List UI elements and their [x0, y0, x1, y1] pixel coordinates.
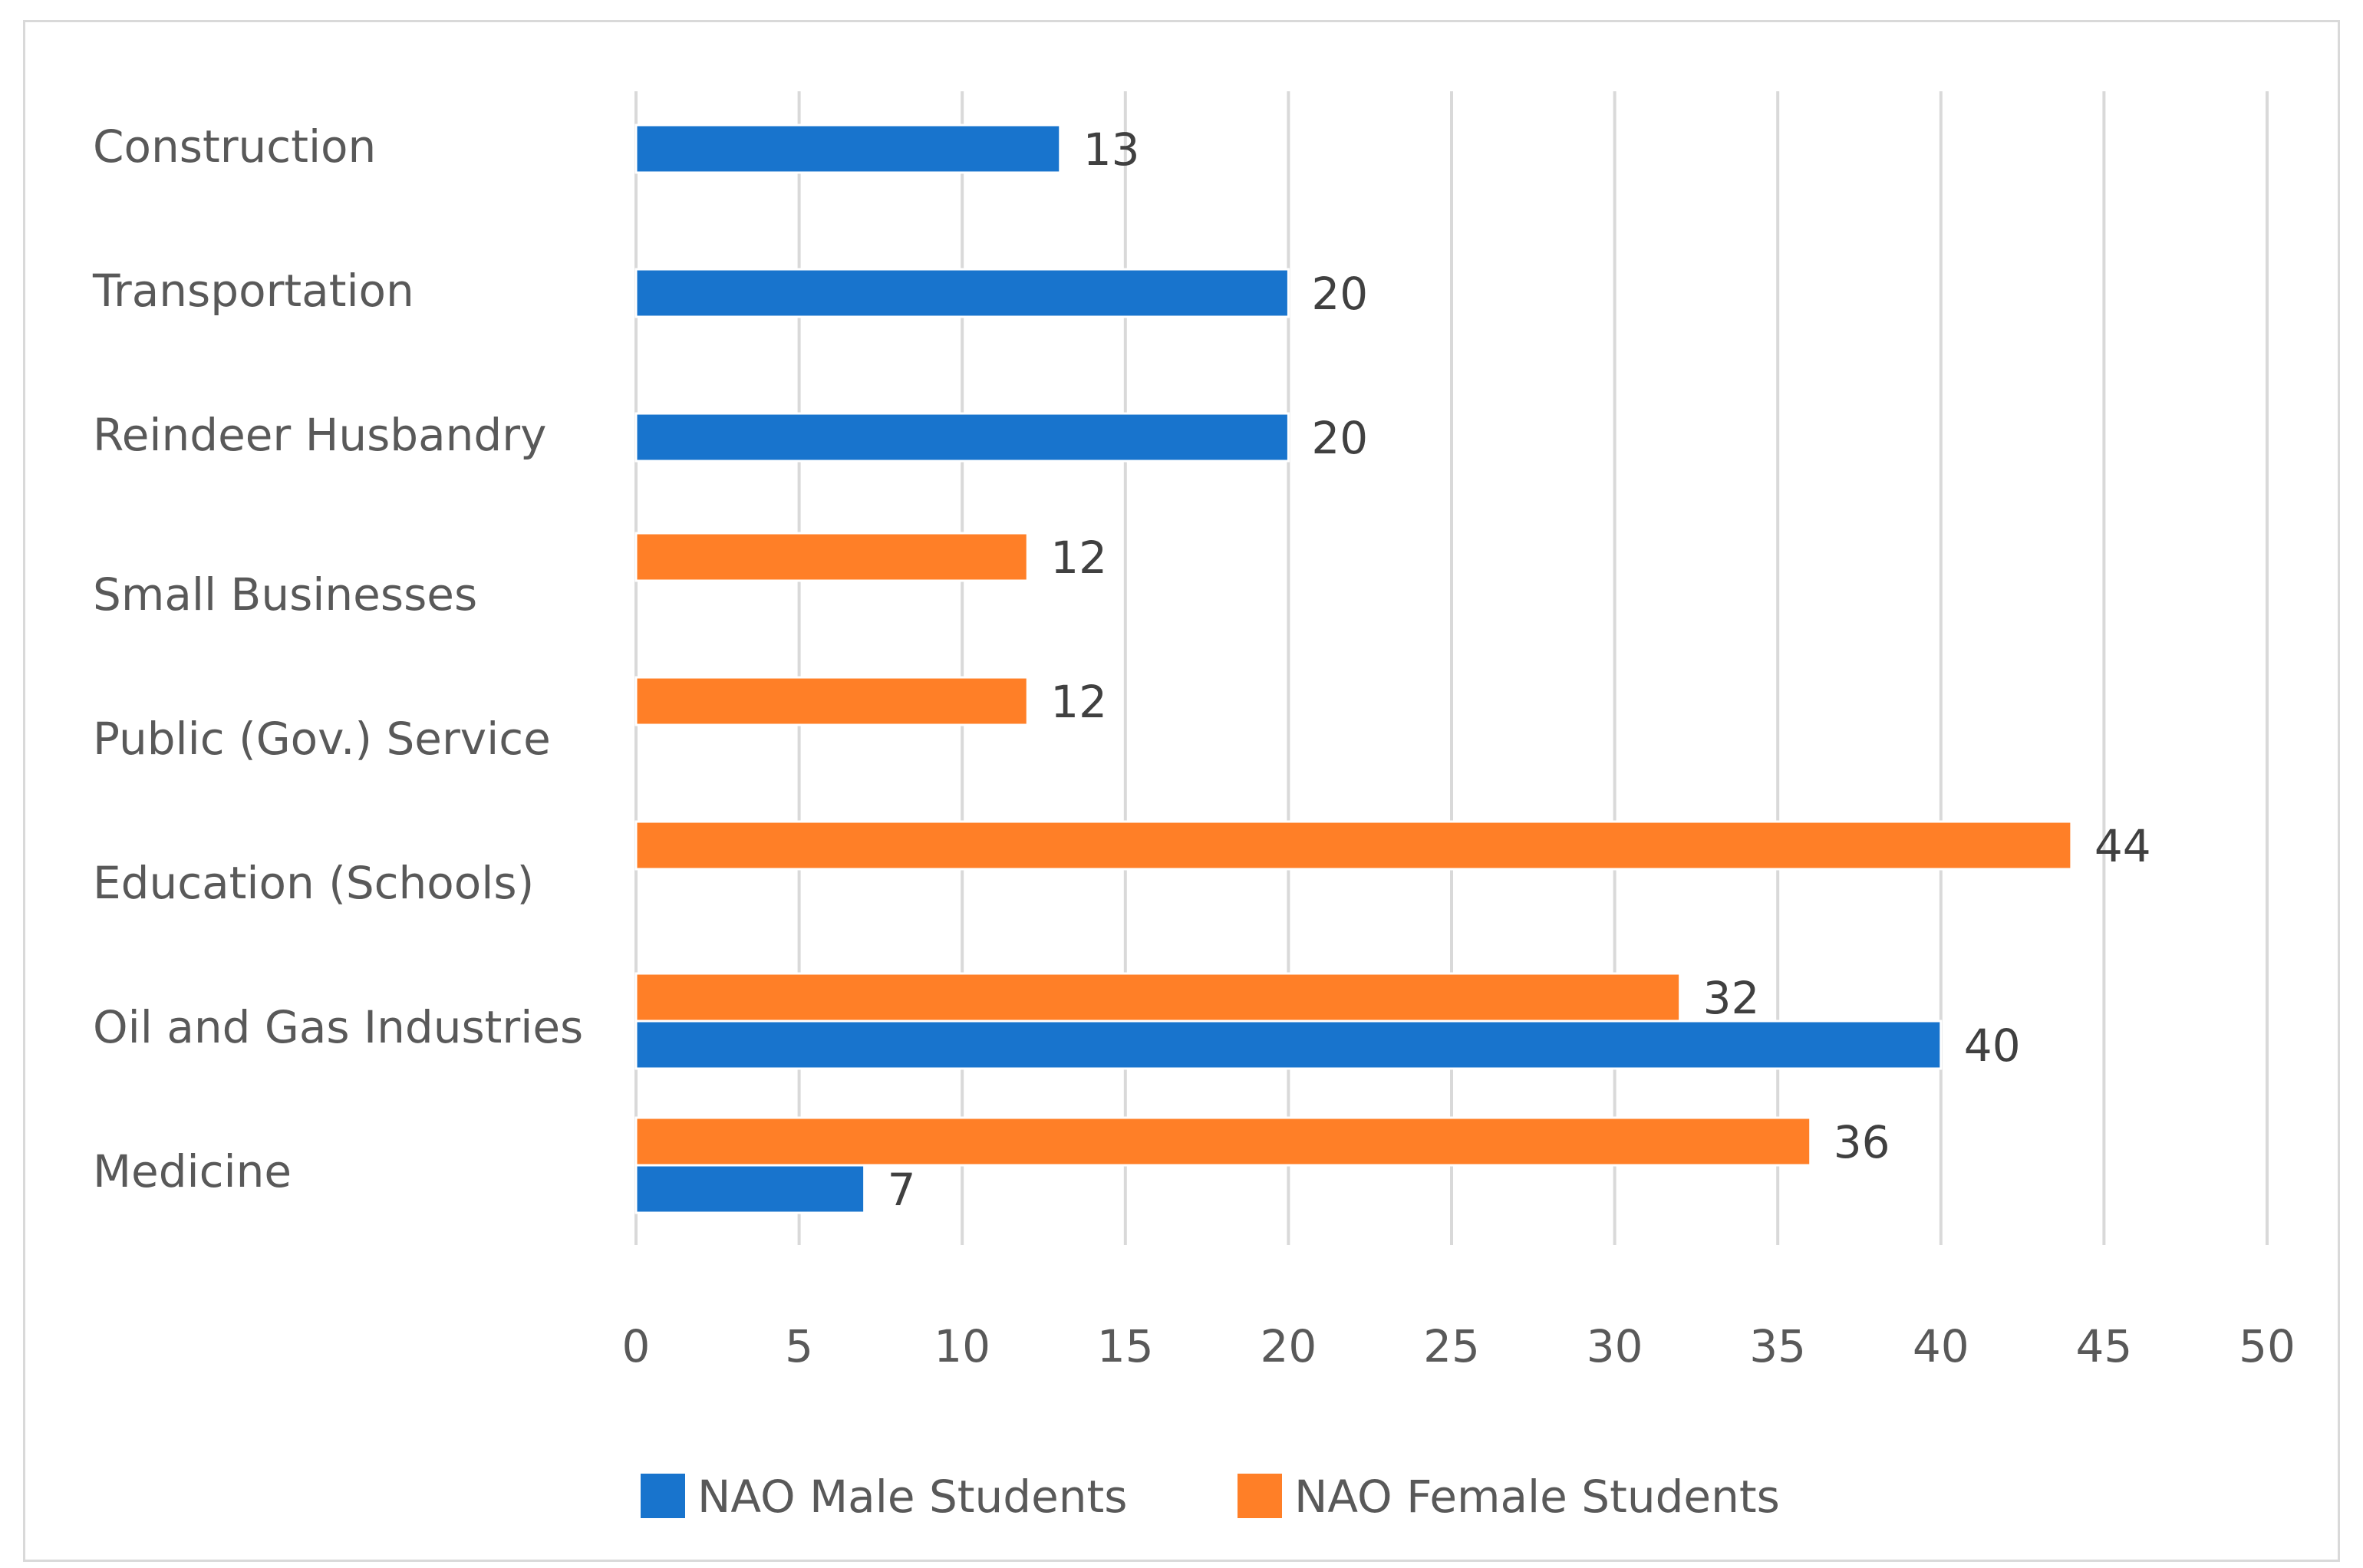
- value-label-male: 20: [1311, 412, 1368, 464]
- x-tick-label-10: 10: [934, 1320, 990, 1372]
- category-label: Medicine: [93, 1145, 292, 1197]
- bar-male: [634, 1164, 866, 1214]
- value-label-male: 20: [1311, 268, 1368, 320]
- bar-female: [634, 820, 2073, 871]
- category-label: Public (Gov.) Service: [93, 713, 551, 765]
- x-tick-label-30: 30: [1587, 1320, 1643, 1372]
- legend-label-female: NAO Female Students: [1294, 1471, 1780, 1523]
- chart-frame: 0 5 10 15 20 25 30 35 40 45 50 Construction 13 Transp…: [23, 20, 2340, 1562]
- bar-female: [634, 676, 1029, 726]
- category-label: Education (Schools): [93, 857, 534, 909]
- bar-female: [634, 1116, 1812, 1167]
- legend-swatch-male: [641, 1474, 685, 1518]
- x-tick-label-50: 50: [2239, 1320, 2295, 1372]
- category-label: Construction: [93, 120, 376, 173]
- category-label: Reindeer Husbandry: [93, 409, 546, 461]
- value-label-female: 44: [2094, 820, 2151, 872]
- value-label-male: 7: [888, 1164, 916, 1216]
- value-label-female: 12: [1050, 676, 1107, 728]
- value-label-female: 32: [1703, 972, 1760, 1024]
- legend-swatch-female: [1238, 1474, 1282, 1518]
- x-tick-label-40: 40: [1913, 1320, 1969, 1372]
- bar-male: [634, 1020, 1943, 1070]
- bar-male: [634, 412, 1290, 463]
- category-label: Transportation: [92, 265, 414, 317]
- category-label: Oil and Gas Industries: [93, 1001, 583, 1053]
- legend-label-male: NAO Male Students: [697, 1471, 1128, 1523]
- value-label-male: 40: [1964, 1020, 2021, 1072]
- x-tick-label-45: 45: [2075, 1320, 2132, 1372]
- value-label-female: 36: [1834, 1116, 1890, 1168]
- value-label-male: 13: [1083, 124, 1140, 176]
- x-tick-label-25: 25: [1423, 1320, 1480, 1372]
- x-tick-label-20: 20: [1260, 1320, 1317, 1372]
- bar-female: [634, 972, 1682, 1023]
- bar-chart: 0 5 10 15 20 25 30 35 40 45 50 Construction 13 Transp…: [92, 91, 2295, 1523]
- bar-female: [634, 532, 1029, 582]
- x-tick-label-35: 35: [1749, 1320, 1806, 1372]
- x-tick-label-0: 0: [622, 1320, 651, 1372]
- value-label-female: 12: [1050, 532, 1107, 584]
- bar-male: [634, 124, 1062, 174]
- bar-male: [634, 268, 1290, 318]
- x-tick-label-15: 15: [1097, 1320, 1154, 1372]
- x-tick-label-5: 5: [785, 1320, 813, 1372]
- category-label: Small Businesses: [93, 568, 477, 621]
